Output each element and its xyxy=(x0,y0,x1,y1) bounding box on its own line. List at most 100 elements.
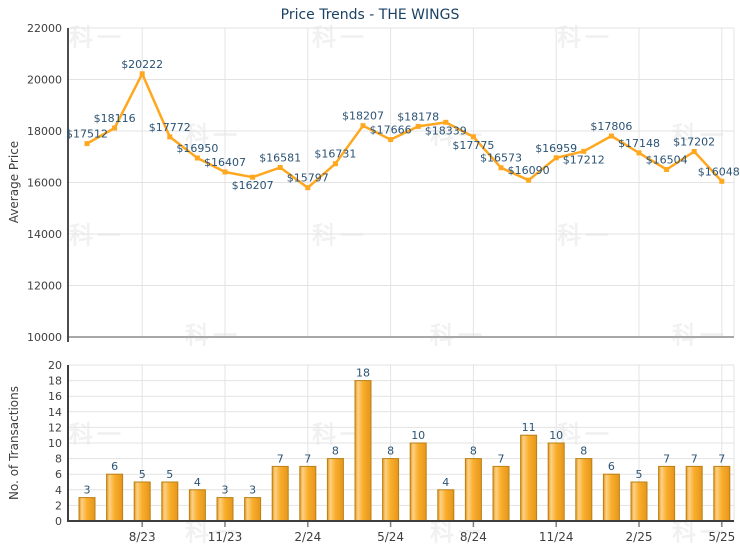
price-point-label: $18178 xyxy=(397,110,439,123)
bar-value-label: 8 xyxy=(332,445,339,458)
price-point-label: $16581 xyxy=(259,152,301,165)
transactions-bar xyxy=(354,380,372,522)
y-axis-tick-label: 12 xyxy=(48,421,62,434)
price-point-label: $16959 xyxy=(535,142,577,155)
bar-value-label: 10 xyxy=(411,429,425,442)
x-axis-label: 8/24 xyxy=(460,530,487,544)
price-point-marker xyxy=(719,178,725,184)
transactions-bar xyxy=(326,458,344,522)
y-axis-tick-label: 14 xyxy=(48,406,62,419)
y-axis-tick-label: 20000 xyxy=(27,74,62,87)
price-point-marker xyxy=(250,174,256,180)
y-axis-tick-label: 18 xyxy=(48,375,62,388)
price-point-marker xyxy=(112,125,118,131)
price-point-marker xyxy=(498,165,504,171)
transactions-bar xyxy=(299,465,317,522)
y-axis-tick-label: 14000 xyxy=(27,228,62,241)
transactions-bar xyxy=(437,489,455,522)
price-point-label: $17512 xyxy=(66,128,108,141)
transactions-bar xyxy=(409,442,427,522)
price-point-label: $16731 xyxy=(314,148,356,161)
price-point-marker xyxy=(360,123,366,129)
price-point-label: $16048 xyxy=(698,165,740,178)
bar-value-label: 7 xyxy=(277,452,284,465)
y-axis-tick-label: 4 xyxy=(55,484,62,497)
transactions-bar xyxy=(575,458,593,522)
bar-value-label: 18 xyxy=(356,367,370,380)
x-axis-label: 5/24 xyxy=(377,530,404,544)
y-axis-tick-label: 12000 xyxy=(27,280,62,293)
price-point-label: $18116 xyxy=(94,112,136,125)
price-point-label: $18207 xyxy=(342,110,384,123)
transactions-bar xyxy=(602,473,620,522)
transactions-bar xyxy=(464,458,482,522)
bar-value-label: 5 xyxy=(166,468,173,481)
price-point-marker xyxy=(305,185,311,191)
y-axis-tick-label: 6 xyxy=(55,468,62,481)
price-point-label: $17806 xyxy=(590,120,632,133)
price-point-marker xyxy=(415,123,421,129)
y-axis-tick-label: 0 xyxy=(55,515,62,528)
bar-value-label: 6 xyxy=(608,460,615,473)
price-point-marker xyxy=(608,133,614,139)
price-point-marker xyxy=(84,141,90,147)
transactions-bar xyxy=(658,465,676,522)
price-point-label: $18339 xyxy=(425,124,467,137)
price-trend-line xyxy=(85,72,724,189)
price-point-marker xyxy=(526,177,532,183)
transactions-bar xyxy=(547,442,565,522)
price-point-label: $16950 xyxy=(176,142,218,155)
price-point-label: $17666 xyxy=(370,124,412,137)
price-point-label: $16090 xyxy=(508,164,550,177)
price-point-label: $16407 xyxy=(204,156,246,169)
price-point-label: $16573 xyxy=(480,152,522,165)
bar-value-label: 5 xyxy=(139,468,146,481)
price-point-marker xyxy=(470,134,476,140)
transactions-bar xyxy=(244,497,262,522)
bar-value-label: 8 xyxy=(470,445,477,458)
price-point-label: $17148 xyxy=(618,137,660,150)
bar-value-label: 10 xyxy=(549,429,563,442)
transactions-bar xyxy=(713,465,731,522)
bar-value-label: 7 xyxy=(304,452,311,465)
price-point-label: $16207 xyxy=(232,179,274,192)
chart-title: Price Trends - THE WINGS xyxy=(280,7,460,23)
transactions-bar xyxy=(106,473,124,522)
price-point-label: $17772 xyxy=(149,121,191,134)
bar-value-label: 11 xyxy=(522,421,536,434)
bar-value-label: 3 xyxy=(222,484,229,497)
bar-value-label: 7 xyxy=(691,452,698,465)
price-point-label: $17775 xyxy=(452,139,494,152)
transactions-bar xyxy=(161,481,179,522)
y-axis-tick-label: 22000 xyxy=(27,22,62,35)
bar-value-label: 7 xyxy=(498,452,505,465)
y-axis-tick-label: 8 xyxy=(55,453,62,466)
transactions-bar xyxy=(216,497,234,522)
price-point-marker xyxy=(553,155,559,161)
transactions-bar xyxy=(492,465,510,522)
transactions-bar xyxy=(133,481,151,522)
price-point-marker xyxy=(194,155,200,161)
y-axis-tick-label: 10000 xyxy=(27,331,62,344)
bar-value-label: 3 xyxy=(84,484,91,497)
bar-value-label: 7 xyxy=(718,452,725,465)
price-point-marker xyxy=(388,137,394,143)
bar-value-label: 6 xyxy=(111,460,118,473)
price-point-marker xyxy=(581,148,587,154)
y-axis-tick-label: 18000 xyxy=(27,125,62,138)
price-point-marker xyxy=(636,150,642,156)
bar-value-label: 8 xyxy=(387,445,394,458)
x-axis-label: 2/24 xyxy=(294,530,321,544)
price-point-label: $20222 xyxy=(121,58,163,71)
bar-value-label: 7 xyxy=(663,452,670,465)
bar-value-label: 4 xyxy=(194,476,201,489)
price-point-marker xyxy=(277,165,283,170)
bar-value-label: 5 xyxy=(636,468,643,481)
price-point-label: $16504 xyxy=(646,154,688,167)
price-point-label: $17202 xyxy=(673,136,715,149)
x-axis-label: 11/23 xyxy=(208,530,243,544)
y-axis-tick-label: 16 xyxy=(48,390,62,403)
bar-value-label: 8 xyxy=(580,445,587,458)
